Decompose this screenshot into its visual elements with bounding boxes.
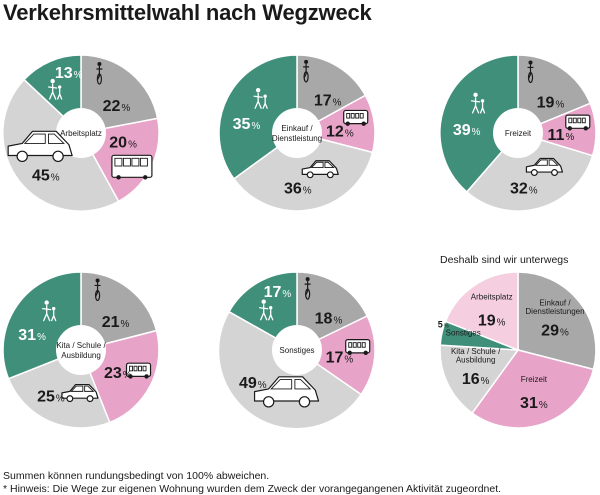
donut-chart-2: Einkauf /Dienstleistung 17% 12% 36% 35% xyxy=(218,54,376,212)
value-label: 31% xyxy=(18,327,46,344)
slice-walking xyxy=(227,271,298,352)
value-label: 13% xyxy=(55,65,83,82)
donut-chart-1: Arbeitsplatz 22% 20% 45% 13% xyxy=(2,54,160,212)
pedestrian-icon xyxy=(42,300,57,322)
donut-chart-5: Sonstiges 18% 17% 49% 17% xyxy=(217,271,376,430)
slice-cycling xyxy=(296,54,367,135)
value-label: 32% xyxy=(510,180,538,197)
value-label: 19% xyxy=(537,94,565,111)
bus-icon xyxy=(111,154,153,180)
bicycle-icon xyxy=(94,278,101,302)
value-label: 35% xyxy=(233,116,261,133)
center-label: Dienstleistung xyxy=(272,134,322,143)
center-label: Ausbildung xyxy=(61,351,101,360)
bicycle-icon xyxy=(96,62,103,85)
category-label: Freizeit xyxy=(521,375,548,384)
pedestrian-icon xyxy=(253,88,268,109)
value-label: 17% xyxy=(314,93,342,110)
value-label: 18% xyxy=(315,311,343,328)
slice-walking xyxy=(439,54,519,193)
center-label: Arbeitsplatz xyxy=(60,129,102,138)
bicycle-icon xyxy=(303,59,310,83)
center-label: Einkauf / xyxy=(281,124,313,133)
value-label: 31% xyxy=(520,395,548,412)
value-label: 11% xyxy=(548,127,575,144)
donut-hole xyxy=(272,108,322,158)
donut-chart-4: Kita / Schule /Ausbildung 21% 23% 25% 31% xyxy=(2,271,160,429)
center-label: Sonstiges xyxy=(279,346,314,355)
footnote-rounding: Summen können rundungsbedingt von 100% a… xyxy=(3,470,270,482)
slice-freizeit xyxy=(471,349,595,429)
donut-hole xyxy=(272,325,322,375)
value-label: 25% xyxy=(37,389,65,406)
center-label: Freizeit xyxy=(505,129,532,138)
bicycle-icon xyxy=(527,60,534,84)
category-label: Ausbildung xyxy=(456,355,496,364)
category-label: Kita / Schule / xyxy=(451,347,501,356)
car-icon xyxy=(7,130,73,163)
slice-arbeitsplatz xyxy=(444,271,519,352)
bus-icon xyxy=(125,362,152,379)
value-label: 29% xyxy=(541,322,569,339)
summary-title: Deshalb sind wir unterwegs xyxy=(440,254,569,266)
footnote-hint: * Hinweis: Die Wege zur eigenen Wohnung … xyxy=(3,483,502,495)
category-label: Einkauf / xyxy=(539,298,571,307)
value-label: 12% xyxy=(326,124,354,141)
car-icon xyxy=(525,157,564,177)
slice-cycling xyxy=(80,271,158,351)
car-icon xyxy=(253,376,320,408)
value-label: 45% xyxy=(32,168,60,185)
pedestrian-icon xyxy=(259,299,274,321)
slice-cycling xyxy=(296,271,369,352)
pedestrian-icon xyxy=(470,92,486,114)
slice-kita-schule-ausbildung xyxy=(439,344,520,415)
bus-icon xyxy=(345,339,371,356)
bicycle-icon xyxy=(304,277,311,300)
pedestrian-icon xyxy=(48,78,63,100)
value-label: 16% xyxy=(462,371,490,388)
donut-chart-3: Freizeit 19% 11% 32% 39% xyxy=(439,54,597,212)
center-label: Kita / Schule / xyxy=(56,341,106,350)
slice-walking xyxy=(218,54,298,180)
bus-icon xyxy=(565,114,591,131)
value-label: 49% xyxy=(239,375,267,392)
value-label: 23% xyxy=(104,365,132,382)
value-label: 17% xyxy=(326,349,354,366)
value-label: 36% xyxy=(284,181,312,198)
value-label: 21% xyxy=(102,314,130,331)
summary-donut-chart: Einkauf /Dienstleistungen 29% Freizeit 31% K… xyxy=(438,271,597,429)
chart-title: Verkehrsmittelwahl nach Wegzweck xyxy=(3,0,372,25)
category-label: Sonstiges xyxy=(446,329,481,338)
value-label: 39% xyxy=(453,122,481,139)
donut-hole xyxy=(493,108,543,158)
car-icon xyxy=(61,383,99,403)
value-label: 5% xyxy=(438,320,449,330)
slice-cycling xyxy=(517,54,592,135)
donut-hole xyxy=(56,325,106,375)
car-icon xyxy=(301,160,339,179)
value-label: 20% xyxy=(109,134,137,151)
category-label: Arbeitsplatz xyxy=(471,292,513,301)
slice-einkauf-dienstleistungen xyxy=(517,271,597,371)
category-label: Dienstleistungen xyxy=(525,307,584,316)
value-label: 17% xyxy=(264,284,292,301)
bus-icon xyxy=(343,109,369,126)
value-label: 22% xyxy=(103,98,131,115)
slice-public_transport xyxy=(295,314,376,396)
value-label: 19% xyxy=(478,312,506,329)
